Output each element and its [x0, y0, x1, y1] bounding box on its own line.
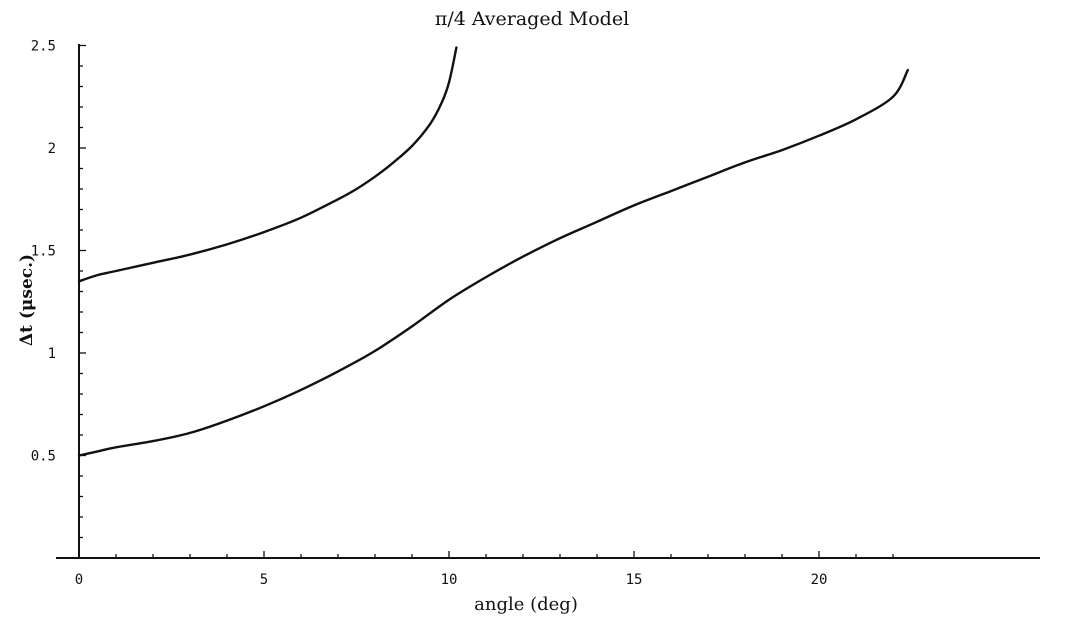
x-tick-label: 0 — [75, 572, 83, 588]
tick-group — [78, 44, 894, 558]
y-tick-label: 2.5 — [31, 39, 56, 55]
series-lower-curve — [77, 68, 909, 457]
x-tick-label: 15 — [626, 572, 643, 588]
x-tick-label: 10 — [441, 572, 458, 588]
tick-label-group: 0 5 10 15 20 0.5 1 1.5 2 2.5 — [31, 39, 828, 589]
y-axis-label: Δt (μsec.) — [17, 254, 37, 346]
y-tick-label: 2 — [48, 141, 56, 157]
series-group — [77, 46, 909, 457]
chart-title: π/4 Averaged Model — [435, 8, 629, 30]
y-tick-label: 0.5 — [31, 449, 56, 465]
y-tick-label: 1.5 — [31, 244, 56, 260]
x-axis-label: angle (deg) — [474, 594, 578, 615]
y-tick-label: 1 — [48, 346, 56, 362]
x-tick-label: 20 — [811, 572, 828, 588]
series-upper-curve — [77, 46, 458, 283]
x-tick-label: 5 — [260, 572, 268, 588]
